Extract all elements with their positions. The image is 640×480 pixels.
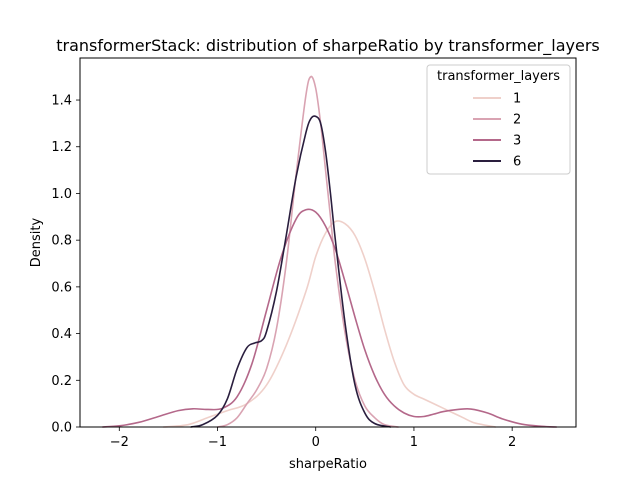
y-axis-label: Density (29, 217, 44, 267)
x-axis: −2 −1 0 1 2 (110, 427, 516, 450)
chart-title: transformerStack: distribution of sharpe… (56, 36, 599, 56)
y-tick-label: 0.8 (51, 234, 72, 249)
y-tick-label: 0.0 (51, 421, 72, 436)
x-axis-label: sharpeRatio (289, 457, 367, 472)
x-tick-label: −1 (208, 435, 227, 450)
density-curves (101, 75, 558, 428)
y-tick-label: 0.4 (51, 327, 72, 342)
y-tick-label: 1.0 (51, 187, 72, 202)
y-axis: 0.0 0.2 0.4 0.6 0.8 1.0 1.2 1.4 (51, 94, 80, 436)
series-line-2 (216, 75, 400, 428)
legend: transformer_layers 1 2 3 6 (426, 64, 571, 175)
y-tick-label: 1.2 (51, 140, 72, 155)
series-line-6 (190, 115, 392, 428)
series-line-1 (162, 220, 497, 428)
legend-title: transformer_layers (437, 69, 560, 84)
axes-frame (79, 57, 577, 428)
x-tick-label: 0 (312, 435, 320, 450)
legend-items: 1 2 3 6 (473, 92, 521, 170)
x-tick-label: −2 (110, 435, 129, 450)
x-tick-label: 2 (508, 435, 516, 450)
y-tick-label: 0.2 (51, 374, 72, 389)
legend-label-6: 6 (513, 155, 521, 170)
legend-label-2: 2 (513, 113, 521, 128)
y-tick-label: 0.6 (51, 280, 72, 295)
series-line-3 (101, 208, 558, 428)
legend-label-1: 1 (513, 92, 521, 107)
x-tick-label: 1 (410, 435, 418, 450)
y-tick-label: 1.4 (51, 94, 72, 109)
legend-label-3: 3 (513, 134, 521, 149)
